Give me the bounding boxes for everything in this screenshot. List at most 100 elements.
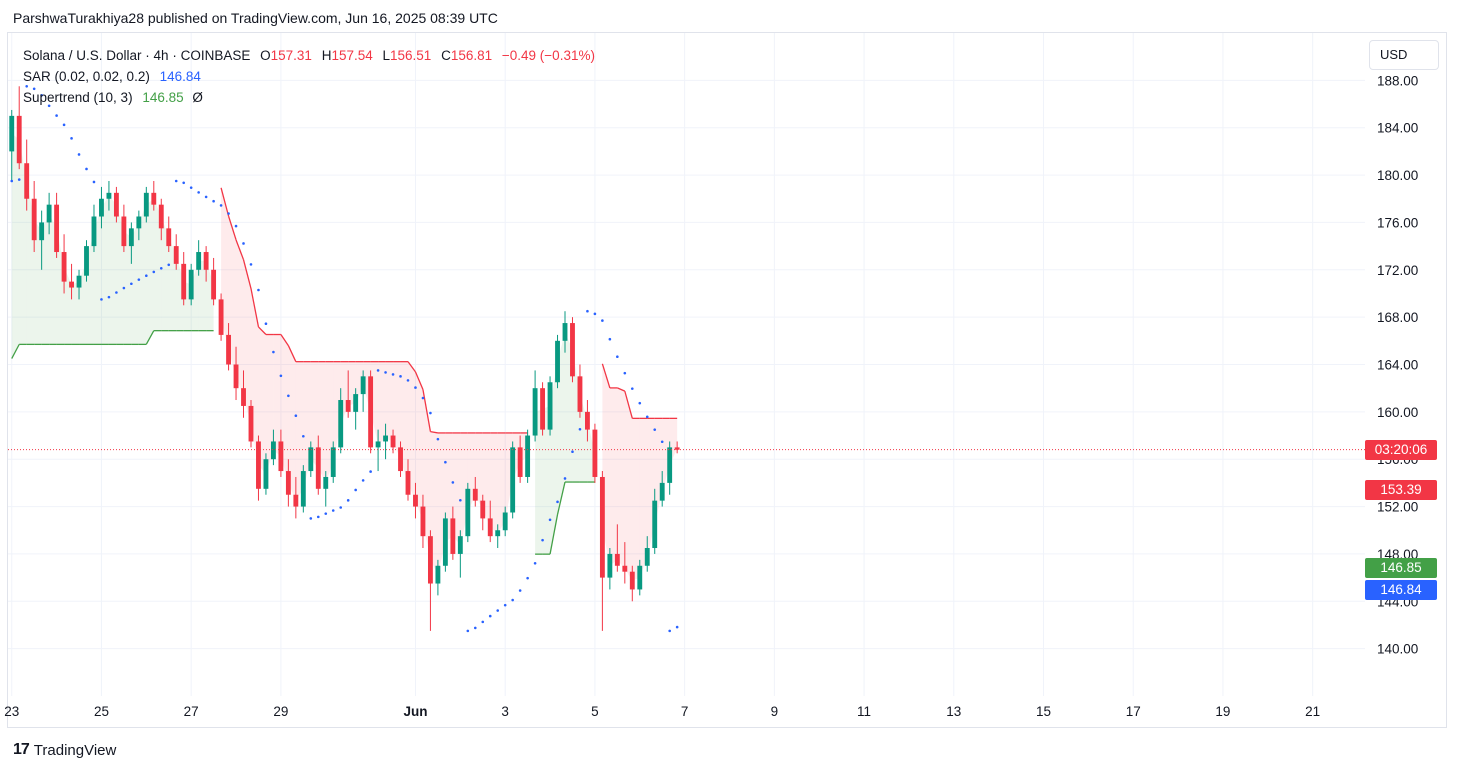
tradingview-logo-icon: 17: [13, 741, 30, 758]
sar-dot: [182, 181, 185, 185]
sar-dot: [533, 561, 537, 565]
candle-body: [113, 192, 119, 217]
sar-dot: [17, 178, 21, 181]
sar-dot: [316, 515, 320, 519]
sar-dot: [578, 427, 582, 431]
candle-body: [585, 411, 590, 430]
supertrend-fill: [497, 432, 506, 534]
sar-dot: [257, 288, 260, 292]
supertrend-fill: [617, 387, 625, 569]
tradingview-logo[interactable]: 17 TradingView: [13, 741, 116, 759]
supertrend-segment: [258, 326, 267, 335]
open-value: 157.31: [270, 48, 312, 63]
supertrend-fill: [108, 195, 117, 345]
candle-body: [203, 252, 209, 270]
supertrend-fill: [153, 198, 162, 331]
grid: [8, 33, 1365, 696]
sar-dot: [675, 625, 679, 629]
x-tick-label: 9: [771, 704, 779, 719]
sar-dot: [70, 137, 73, 140]
candle-body: [502, 512, 508, 531]
candle-body: [540, 388, 546, 430]
supertrend-fill: [191, 260, 199, 331]
candle-body: [667, 447, 673, 483]
sar-dot: [25, 84, 28, 88]
countdown-badge: 03:20:06: [1365, 439, 1437, 460]
supertrend-fill: [639, 418, 648, 578]
candle-body: [383, 435, 388, 442]
candle-body: [532, 388, 538, 436]
candle-body: [420, 506, 426, 537]
supertrend-fill: [542, 405, 551, 555]
supertrend-fill: [265, 334, 274, 475]
supertrend-segment: [422, 389, 432, 432]
candle-body: [106, 192, 112, 199]
candle-body: [91, 216, 97, 247]
y-tick-label: 176.00: [1377, 215, 1418, 230]
low-label: L: [382, 48, 391, 63]
sar-dot: [249, 263, 253, 266]
candle-body: [181, 263, 187, 300]
sar-dot: [518, 589, 522, 592]
x-tick-label: 7: [681, 704, 689, 719]
supertrend-segment: [601, 363, 611, 389]
supertrend-fill: [138, 204, 147, 345]
supertrend-fill: [11, 133, 20, 359]
sar-dot: [137, 278, 141, 281]
supertrend-fill: [295, 361, 304, 501]
sar-dot: [369, 470, 372, 473]
sar-dot: [361, 479, 365, 482]
sar-label[interactable]: SAR (0.02, 0.02, 0.2): [23, 69, 150, 84]
candle-body: [517, 447, 523, 477]
sar-dot: [272, 350, 275, 354]
chart-frame[interactable]: [7, 32, 1447, 728]
candle-body: [413, 494, 418, 507]
candle-body: [233, 364, 239, 389]
sar-dot: [115, 291, 118, 294]
y-tick-label: 172.00: [1377, 263, 1418, 278]
symbol-label[interactable]: Solana / U.S. Dollar · 4h · COINBASE: [23, 48, 251, 63]
supertrend-fill: [123, 231, 132, 345]
supertrend-segment: [242, 259, 252, 289]
sar-dot: [451, 481, 455, 484]
x-tick-label: 17: [1126, 704, 1141, 719]
sar-dot: [660, 440, 664, 444]
candle-body: [345, 400, 351, 412]
candle-body: [442, 518, 448, 566]
supertrend-value: 146.85: [142, 90, 184, 105]
sar-dot: [55, 114, 58, 117]
sar-dot: [429, 411, 432, 415]
currency-button[interactable]: USD: [1369, 40, 1439, 70]
sar-dot: [586, 309, 589, 313]
supertrend-fill: [131, 222, 139, 345]
sar-dot: [92, 180, 96, 184]
supertrend-fill: [288, 345, 296, 501]
candle-body: [405, 471, 411, 495]
x-tick-label: 11: [857, 704, 871, 719]
supertrend-segment: [250, 288, 260, 328]
sar-dot: [459, 498, 462, 502]
sar-dot: [159, 266, 163, 270]
y-tick-label: 184.00: [1377, 121, 1418, 136]
candle-body: [353, 394, 359, 412]
sar-dot: [32, 87, 36, 91]
candle-body: [278, 441, 284, 472]
candle-body: [84, 246, 89, 276]
candle-body: [99, 198, 104, 217]
sar-dot: [376, 369, 380, 372]
candle-body: [121, 216, 127, 247]
sar-dot: [645, 415, 649, 419]
supertrend-label[interactable]: Supertrend (10, 3): [23, 90, 133, 105]
supertrend-fill: [445, 432, 453, 543]
candles: [9, 86, 680, 631]
candle-body: [360, 376, 366, 395]
hidden-values-icon[interactable]: Ø: [192, 90, 203, 105]
candle-body: [263, 459, 269, 489]
candle-body: [61, 252, 67, 282]
sar-dot: [391, 373, 395, 376]
low-value: 156.51: [390, 48, 432, 63]
supertrend-segment: [280, 334, 289, 346]
sar-dot: [653, 428, 657, 431]
candle-body: [54, 204, 60, 253]
